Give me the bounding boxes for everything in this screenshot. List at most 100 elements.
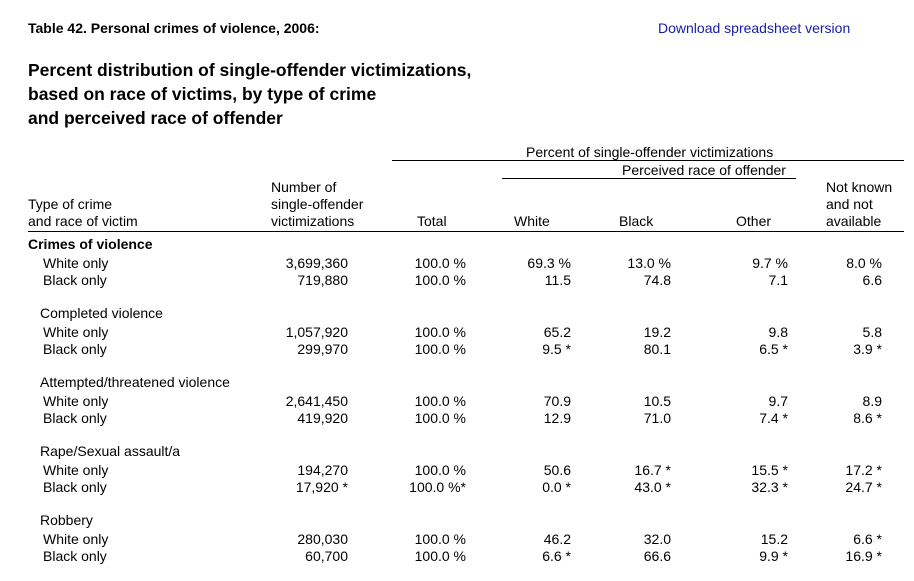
col-header-not-known-line: and not xyxy=(826,196,873,212)
col-header-type-line: and race of victim xyxy=(28,213,138,229)
title-line: based on race of victims, by type of cri… xyxy=(28,84,377,104)
cell-other: 15.5 * xyxy=(751,462,788,478)
col-header-other: Other xyxy=(736,213,772,229)
col-header-type-line: Type of crime xyxy=(28,196,113,212)
cell-total: 100.0 %* xyxy=(409,479,466,495)
table-title: Percent distribution of single-offender … xyxy=(28,58,628,130)
cell-number: 1,057,920 xyxy=(285,324,348,340)
cell-total: 100.0 % xyxy=(414,255,466,271)
group-header: Percent of single-offender victimization… xyxy=(526,144,774,160)
victim-race: Black only xyxy=(43,272,107,288)
victim-race: White only xyxy=(43,324,109,340)
cell-other: 9.8 xyxy=(768,324,788,340)
title-line: Percent distribution of single-offender … xyxy=(28,60,472,80)
col-header-not-known-line: available xyxy=(826,213,882,229)
cell-white: 0.0 * xyxy=(542,479,571,495)
cell-white: 65.2 xyxy=(543,324,571,340)
cell-not-known: 3.9 * xyxy=(853,341,882,357)
cell-white: 6.6 * xyxy=(542,548,571,564)
cell-number: 3,699,360 xyxy=(285,255,348,271)
cell-not-known: 6.6 xyxy=(862,272,882,288)
table-row: Black only 299,970 100.0 % 9.5 * 80.1 6.… xyxy=(0,341,914,358)
header-bottom-rule xyxy=(28,231,904,232)
cell-black: 16.7 * xyxy=(634,462,671,478)
victim-race: Black only xyxy=(43,410,107,426)
cell-not-known: 5.8 xyxy=(862,324,882,340)
cell-total: 100.0 % xyxy=(414,410,466,426)
col-header-total: Total xyxy=(417,213,447,229)
subgroup-header: Perceived race of offender xyxy=(622,162,786,178)
table-row: White only 1,057,920 100.0 % 65.2 19.2 9… xyxy=(0,324,914,341)
download-spreadsheet-link[interactable]: Download spreadsheet version xyxy=(658,20,851,36)
cell-white: 12.9 xyxy=(543,410,571,426)
cell-other: 9.7 xyxy=(768,393,788,409)
cell-total: 100.0 % xyxy=(414,393,466,409)
cell-number: 2,641,450 xyxy=(285,393,348,409)
col-header-type: Type of crime and race of victim xyxy=(28,196,138,230)
col-header-number-line: single-offender xyxy=(271,196,364,212)
col-header-number-line: Number of xyxy=(271,179,337,195)
crime-group: Completed violence White only 1,057,920 … xyxy=(0,305,914,374)
cell-total: 100.0 % xyxy=(414,531,466,547)
cell-number: 419,920 xyxy=(297,410,348,426)
data-table: Crimes of violence White only 3,699,360 … xyxy=(0,236,914,581)
col-header-black: Black xyxy=(619,213,654,229)
col-header-number: Number of single-offender victimizations xyxy=(271,179,363,230)
cell-other: 32.3 * xyxy=(751,479,788,495)
col-header-white: White xyxy=(514,213,550,229)
cell-black: 10.5 xyxy=(643,393,671,409)
col-header-not-known: Not known and not available xyxy=(826,179,892,230)
table-row: Black only 719,880 100.0 % 11.5 74.8 7.1… xyxy=(0,272,914,289)
table-caption: Table 42. Personal crimes of violence, 2… xyxy=(28,20,320,36)
cell-other: 9.9 * xyxy=(759,548,788,564)
victim-race: White only xyxy=(43,255,109,271)
cell-not-known: 8.6 * xyxy=(853,410,882,426)
group-label: Rape/Sexual assault/a xyxy=(40,443,181,459)
victim-race: Black only xyxy=(43,548,107,564)
cell-white: 46.2 xyxy=(543,531,571,547)
cell-number: 194,270 xyxy=(297,462,348,478)
col-header-number-line: victimizations xyxy=(271,213,355,229)
cell-total: 100.0 % xyxy=(414,548,466,564)
cell-not-known: 6.6 * xyxy=(853,531,882,547)
table-row: Black only 419,920 100.0 % 12.9 71.0 7.4… xyxy=(0,410,914,427)
cell-number: 17,920 * xyxy=(295,479,348,495)
cell-number: 60,700 xyxy=(305,548,348,564)
victim-race: Black only xyxy=(43,341,107,357)
cell-black: 13.0 % xyxy=(627,255,671,271)
cell-black: 32.0 xyxy=(643,531,671,547)
subgroup-header-rule xyxy=(502,178,796,179)
cell-not-known: 24.7 * xyxy=(845,479,882,495)
cell-black: 71.0 xyxy=(643,410,671,426)
group-label: Crimes of violence xyxy=(28,236,153,252)
crime-group: Robbery White only 280,030 100.0 % 46.2 … xyxy=(0,512,914,581)
table-row: Black only 17,920 * 100.0 %* 0.0 * 43.0 … xyxy=(0,479,914,496)
group-label: Attempted/threatened violence xyxy=(40,374,230,390)
title-line: and perceived race of offender xyxy=(28,108,283,128)
cell-white: 9.5 * xyxy=(542,341,571,357)
cell-white: 69.3 % xyxy=(527,255,571,271)
crime-group: Rape/Sexual assault/a White only 194,270… xyxy=(0,443,914,512)
crime-group: Attempted/threatened violence White only… xyxy=(0,374,914,443)
cell-total: 100.0 % xyxy=(414,324,466,340)
group-header-rule xyxy=(392,160,904,161)
cell-black: 43.0 * xyxy=(634,479,671,495)
cell-white: 50.6 xyxy=(543,462,571,478)
table-row: White only 194,270 100.0 % 50.6 16.7 * 1… xyxy=(0,462,914,479)
cell-number: 719,880 xyxy=(297,272,348,288)
victim-race: Black only xyxy=(43,479,107,495)
cell-other: 7.4 * xyxy=(759,410,788,426)
victim-race: White only xyxy=(43,531,109,547)
victim-race: White only xyxy=(43,393,109,409)
cell-other: 7.1 xyxy=(768,272,788,288)
cell-other: 15.2 xyxy=(760,531,788,547)
table-row: White only 3,699,360 100.0 % 69.3 % 13.0… xyxy=(0,255,914,272)
cell-total: 100.0 % xyxy=(414,341,466,357)
group-label: Completed violence xyxy=(40,305,163,321)
table-row: White only 280,030 100.0 % 46.2 32.0 15.… xyxy=(0,531,914,548)
cell-other: 6.5 * xyxy=(759,341,788,357)
cell-not-known: 8.0 % xyxy=(846,255,882,271)
table-row: White only 2,641,450 100.0 % 70.9 10.5 9… xyxy=(0,393,914,410)
cell-other: 9.7 % xyxy=(752,255,788,271)
cell-total: 100.0 % xyxy=(414,272,466,288)
